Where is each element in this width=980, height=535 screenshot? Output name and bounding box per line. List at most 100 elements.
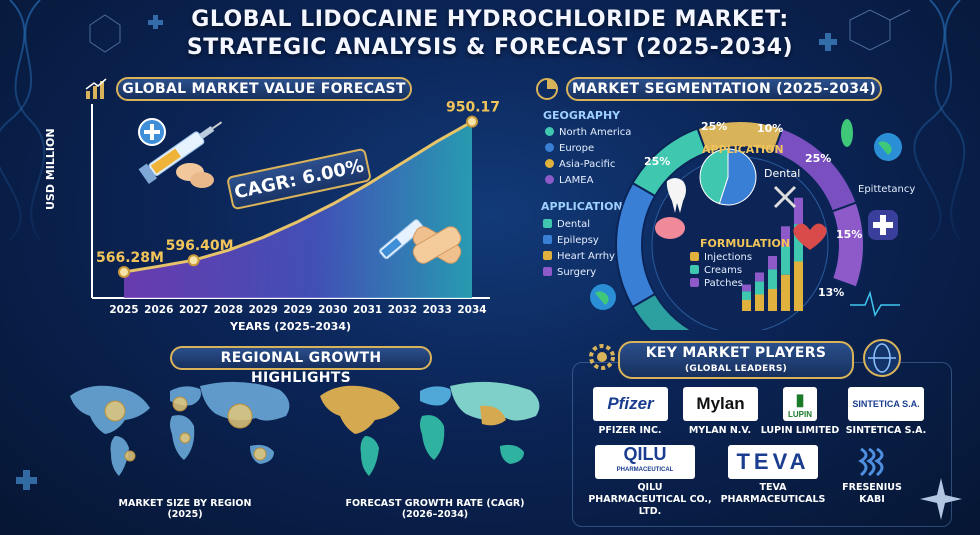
- app-item-surgery: Surgery: [543, 267, 596, 278]
- ring-label-2: 10%: [757, 122, 784, 135]
- player-name-mylan: MYLAN N.V.: [688, 425, 752, 436]
- pfizer-logo: Pfizer: [593, 387, 668, 421]
- formulation-heading: FORMULATION: [700, 237, 791, 250]
- app-item-epilepsy: Epilepsy: [543, 235, 599, 246]
- tooth-icon: [666, 178, 686, 213]
- molecule-icon: [89, 9, 911, 53]
- bandage-syringe-icon: [379, 219, 462, 264]
- dna-helix-right: [913, 0, 966, 241]
- data-label: 950.17M: [446, 100, 500, 116]
- formulation-bar: [755, 294, 764, 311]
- x-tick-label: 2026: [144, 304, 173, 316]
- form-item-patches: Patches: [690, 278, 743, 289]
- app-item-dental: Dental: [543, 219, 590, 230]
- data-point: [118, 266, 130, 279]
- ring-label-1: 25%: [701, 120, 728, 133]
- dna-helix-left: [0, 0, 46, 241]
- globe-icon: [874, 133, 902, 161]
- data-point: [466, 115, 478, 128]
- formulation-bar: [794, 261, 803, 311]
- data-label: 596.40M: [166, 238, 234, 254]
- x-tick-label: 2028: [214, 304, 243, 316]
- players-title: KEY MARKET PLAYERS: [645, 345, 827, 361]
- ring-segment: [830, 201, 865, 289]
- geo-item-north-america: North America: [545, 127, 631, 138]
- x-tick-label: 2032: [388, 304, 417, 316]
- map1-caption-line2: (2025): [167, 509, 203, 520]
- ring-label-4: 15%: [836, 228, 863, 241]
- pie-slice: [699, 148, 729, 205]
- player-name-lupin: LUPIN LIMITED: [760, 425, 840, 436]
- ring-segment: [631, 292, 694, 330]
- x-tick-label: 2027: [179, 304, 208, 316]
- player-name-qilu: QILU PHARMACEUTICAL CO., LTD.: [588, 482, 712, 517]
- syringe-icon: [138, 118, 223, 188]
- forecast-line: [123, 120, 473, 274]
- heart-icon: [793, 223, 827, 250]
- region-bubble: [179, 432, 191, 444]
- formulation-bar: [794, 224, 803, 262]
- player-name-teva: TEVA PHARMACEUTICALS: [720, 482, 826, 505]
- ring-label-5: 13%: [818, 286, 845, 299]
- world-map-cagr: [320, 381, 540, 476]
- map2-caption: FORECAST GROWTH RATE (CAGR) (2026–2034): [345, 498, 525, 520]
- map2-caption-line2: (2026–2034): [401, 509, 469, 520]
- page-title: GLOBAL LIDOCAINE HYDROCHLORIDE MARKET: S…: [0, 6, 980, 62]
- formulation-bar: [768, 269, 777, 289]
- bar-chart-icon: [85, 78, 107, 99]
- forecast-panel-title: GLOBAL MARKET VALUE FORECAST: [116, 77, 412, 101]
- ring-label-3: 25%: [805, 152, 832, 165]
- formulation-bar: [755, 281, 764, 295]
- title-line-1: GLOBAL LIDOCAINE HYDROCHLORIDE MARKET:: [191, 7, 789, 32]
- pie-chart-icon: [536, 78, 558, 100]
- formulation-bar: [742, 291, 751, 300]
- data-label: 566.28M: [96, 250, 164, 266]
- teva-logo: TEVA: [728, 445, 818, 479]
- region-bubble: [172, 396, 188, 412]
- region-bubble: [227, 403, 253, 429]
- region-bubble: [253, 447, 267, 461]
- geo-item-europe: Europe: [545, 143, 594, 154]
- lupin-logo: ▮ LUPIN: [783, 387, 817, 421]
- y-axis-label: USD MILLION: [44, 128, 57, 210]
- segmentation-panel-title: MARKET SEGMENTATION (2025-2034): [566, 77, 882, 101]
- x-tick-label: 2029: [283, 304, 312, 316]
- brain-icon: [655, 217, 685, 239]
- side-label: Epittetancy: [858, 184, 916, 195]
- mylan-logo: Mylan: [683, 387, 758, 421]
- players-panel-title: KEY MARKET PLAYERS (GLOBAL LEADERS): [618, 341, 854, 379]
- formulation-bar: [794, 197, 803, 225]
- map2-caption-line1: FORECAST GROWTH RATE (CAGR): [345, 498, 525, 509]
- gear-icon: [589, 344, 615, 370]
- form-item-creams: Creams: [690, 265, 742, 276]
- x-tick-label: 2025: [109, 304, 138, 316]
- players-subtitle: (GLOBAL LEADERS): [684, 364, 788, 374]
- x-tick-label: 2034: [457, 304, 486, 316]
- data-point: [187, 254, 200, 267]
- inner-dental-label: Dental: [764, 167, 801, 180]
- qilu-logo: QILU PHARMACEUTICAL: [595, 445, 695, 479]
- player-name-fresenius: FRESENIUS KABI: [842, 482, 902, 505]
- formulation-bar: [755, 272, 764, 282]
- formulation-bar: [768, 289, 777, 311]
- app-item-heart-arrhythmia: Heart Arrhythmia: [543, 251, 644, 262]
- ring-label-6: 25%: [644, 155, 671, 168]
- region-bubble: [104, 400, 126, 422]
- pie-slice: [718, 148, 757, 206]
- application-heading: APPLICATION: [541, 200, 623, 213]
- sparkle-icon: [920, 478, 962, 520]
- x-tick-label: 2031: [353, 304, 382, 316]
- regional-panel-title: REGIONAL GROWTH HIGHLIGHTS: [170, 346, 432, 386]
- title-line-2: STRATEGIC ANALYSIS & FORECAST (2025-2034…: [186, 35, 794, 60]
- geo-item-asia-pacific: Asia-Pacific: [545, 159, 615, 170]
- sintetica-logo: SINTETICA S.A.: [848, 387, 924, 421]
- map1-caption: MARKET SIZE BY REGION (2025): [110, 498, 260, 520]
- scalpel-icon: [773, 185, 797, 209]
- world-map-market-size: [70, 381, 290, 476]
- x-tick-label: 2033: [423, 304, 452, 316]
- formulation-bar: [781, 246, 790, 275]
- x-axis-label: YEARS (2025–2034): [230, 320, 351, 333]
- inner-application-label: APPLICATION: [702, 143, 784, 156]
- form-item-injections: Injections: [690, 252, 752, 263]
